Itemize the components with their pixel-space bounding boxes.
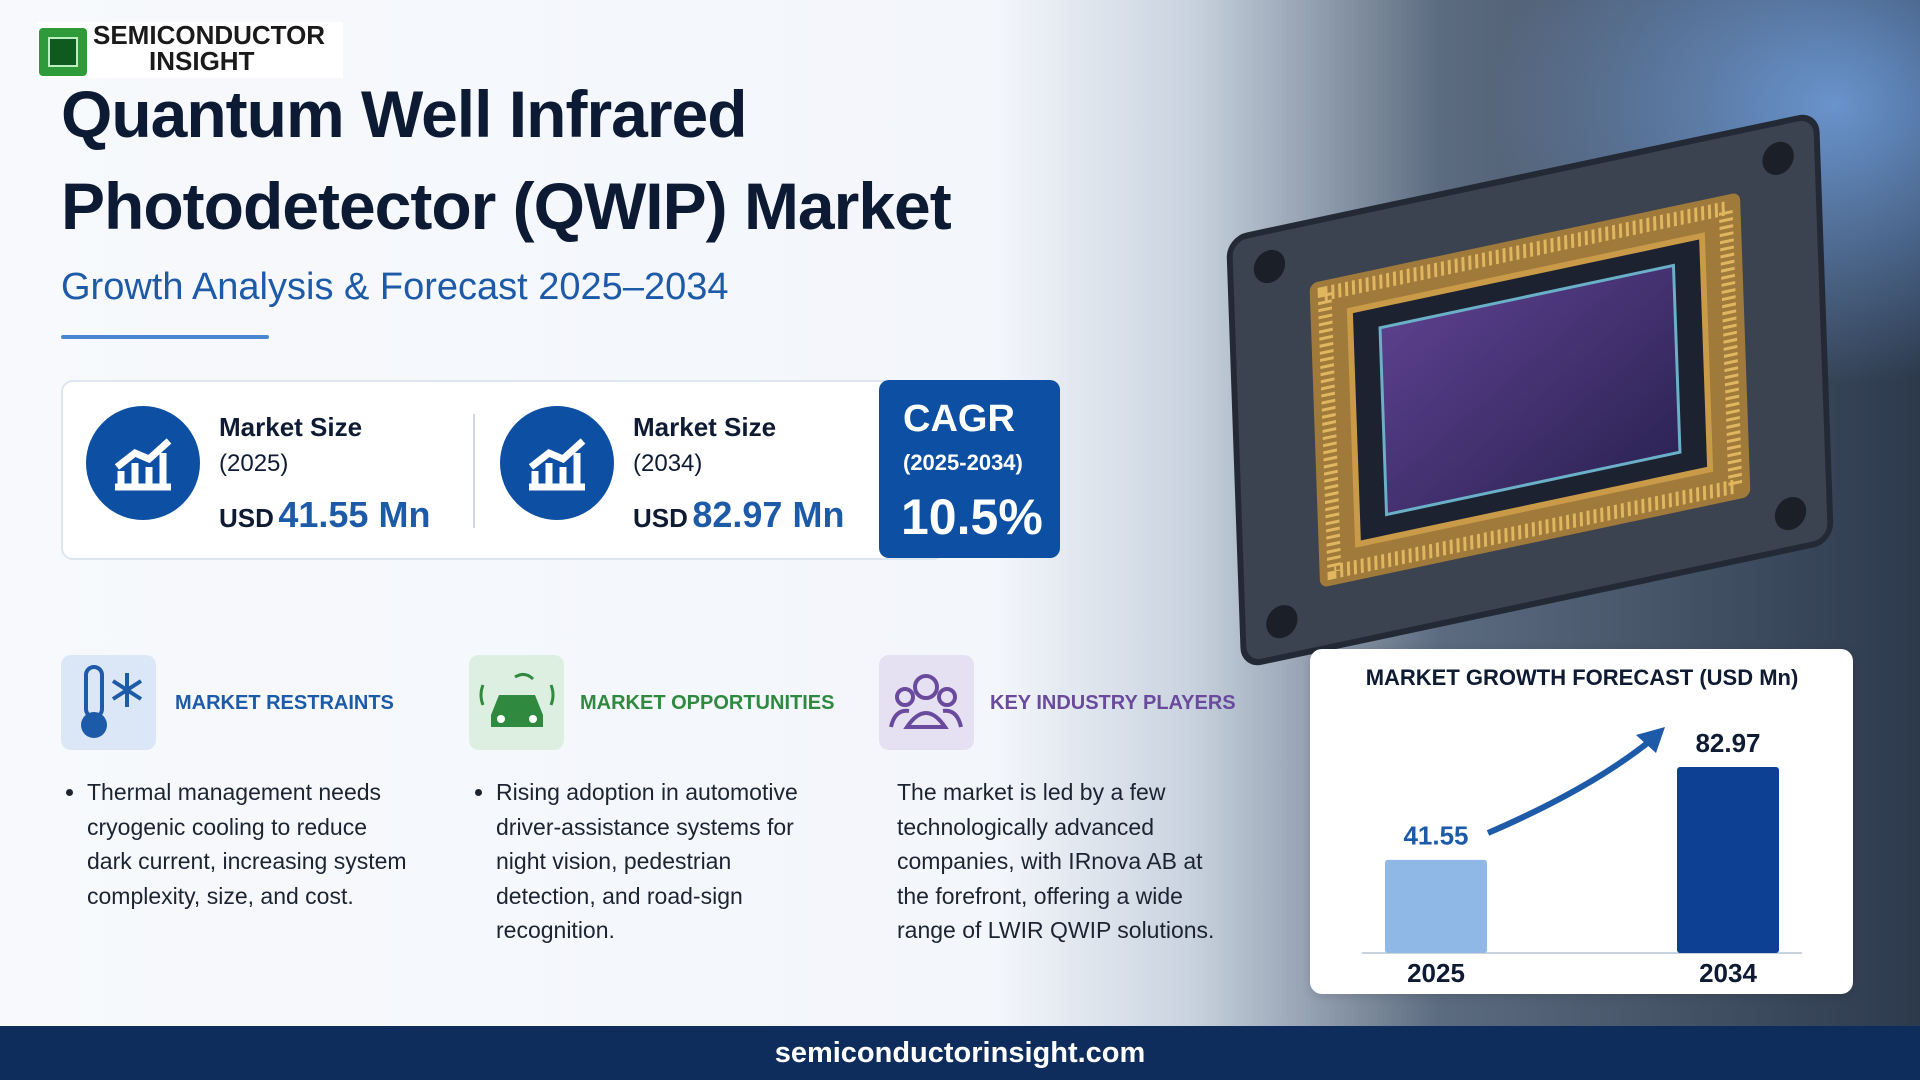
title-line2: Photodetector (QWIP) Market: [61, 169, 952, 243]
chart-card: MARKET GROWTH FORECAST (USD Mn) 41.55 202…: [1310, 649, 1853, 994]
chart: MARKET GROWTH FORECAST (USD Mn) 41.55 202…: [1362, 665, 1802, 988]
players-icon: [879, 655, 974, 750]
bar: [1385, 859, 1487, 953]
stat-period: (2025): [219, 450, 289, 477]
bullet: Thermal management needs cryogenic cooli…: [87, 775, 407, 913]
opportunities-icon: [469, 655, 564, 750]
section-title: MARKET RESTRAINTS: [175, 692, 394, 714]
x-tick-label: 2025: [1407, 958, 1465, 988]
stat-value-row: USD 41.55 Mn: [219, 494, 430, 536]
stat-icon: [86, 406, 200, 520]
logo-line1: SEMICONDUCTOR: [93, 20, 326, 50]
bar: [1677, 767, 1779, 953]
x-tick-label: 2034: [1699, 958, 1757, 988]
cagr-box: CAGR (2025-2034) 10.5%: [879, 380, 1060, 558]
section-title: KEY INDUSTRY PLAYERS: [990, 692, 1236, 714]
subtitle: Growth Analysis & Forecast 2025–2034: [61, 266, 729, 308]
logo: SEMICONDUCTOR INSIGHT: [37, 22, 343, 78]
growth-arrowhead: [1636, 727, 1665, 753]
stat-label: Market Size: [633, 412, 777, 442]
cagr-value: 10.5%: [901, 489, 1043, 545]
value-label: 82.97: [1695, 728, 1760, 758]
cagr-label: CAGR: [903, 398, 1015, 440]
section-body: Thermal management needs cryogenic cooli…: [61, 775, 407, 913]
bullet: Rising adoption in automotive driver-ass…: [496, 775, 816, 948]
stat-period: (2034): [633, 450, 703, 477]
stat-value: 82.97 Mn: [692, 494, 845, 535]
stats-box: Market Size (2025) USD 41.55 Mn Market S…: [61, 380, 945, 560]
divider: [473, 414, 475, 528]
stat-value: 41.55 Mn: [278, 494, 431, 535]
section-body: The market is led by a few technological…: [897, 779, 1215, 943]
logo-icon: [39, 28, 87, 76]
stat-value-row: USD 82.97 Mn: [633, 494, 844, 536]
stat-currency: USD: [219, 503, 274, 533]
cagr-period: (2025-2034): [903, 450, 1023, 475]
chip-illustration: [1060, 0, 1920, 700]
stat-icon: [500, 406, 614, 520]
title-underline: [61, 335, 269, 339]
stat-currency: USD: [633, 503, 688, 533]
section-body: Rising adoption in automotive driver-ass…: [470, 775, 816, 948]
chart-title: MARKET GROWTH FORECAST (USD Mn): [1366, 665, 1799, 690]
stat-label: Market Size: [219, 412, 363, 442]
section-title: MARKET OPPORTUNITIES: [580, 692, 835, 714]
logo-line2: INSIGHT: [149, 46, 255, 76]
title-line1: Quantum Well Infrared: [61, 77, 748, 151]
restraints-icon: [61, 655, 156, 750]
value-label: 41.55: [1403, 821, 1468, 851]
footer: semiconductorinsight.com: [0, 1026, 1920, 1080]
growth-arrow: [1486, 738, 1652, 836]
